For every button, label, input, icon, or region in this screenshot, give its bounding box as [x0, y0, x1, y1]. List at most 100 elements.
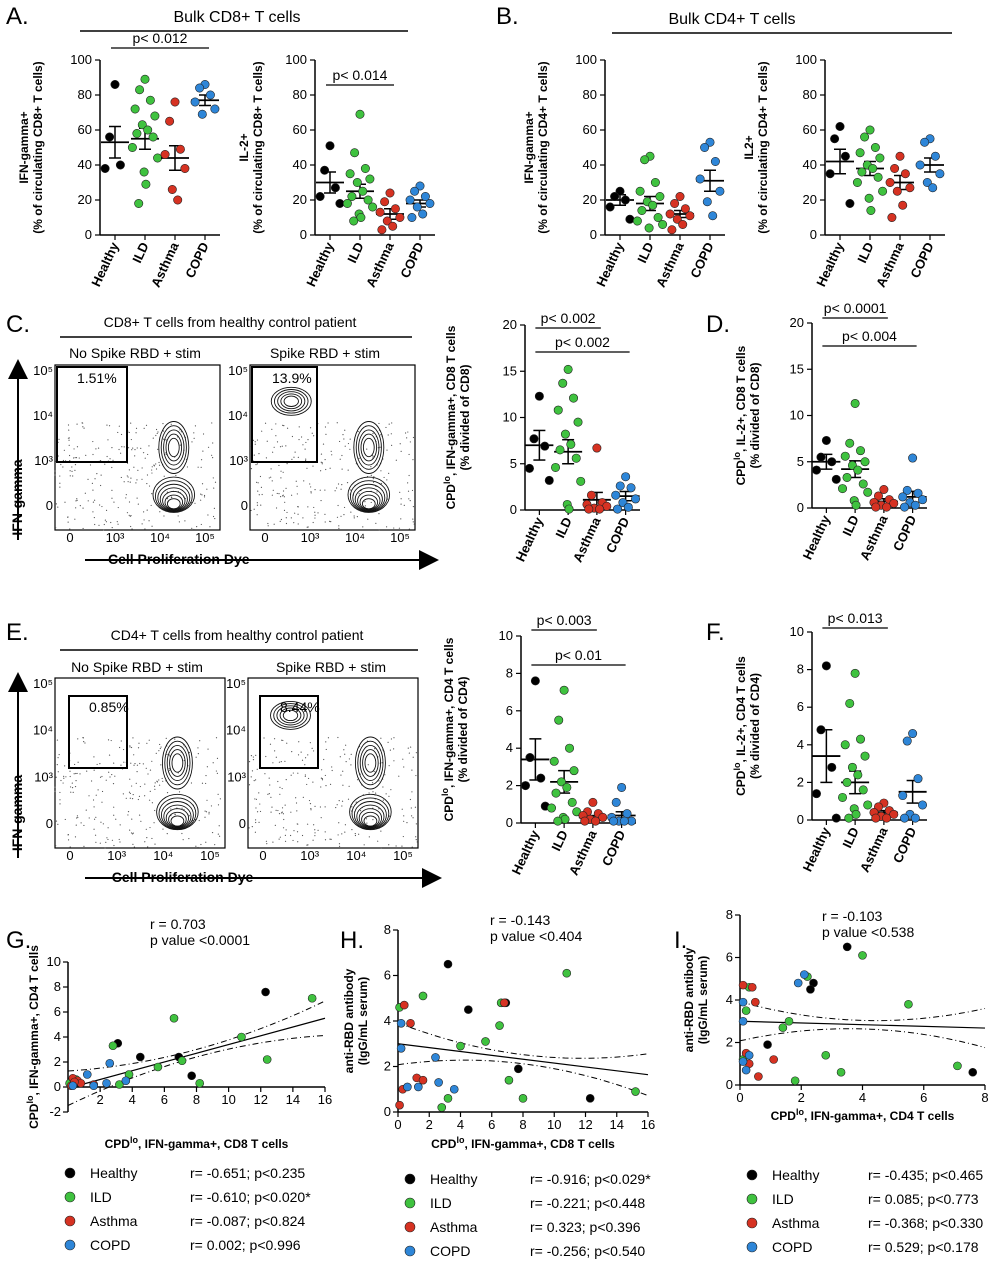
- data-point-asthma: [898, 200, 908, 210]
- data-point-ild: [658, 220, 668, 230]
- flow-event: [118, 448, 120, 451]
- flow-event: [340, 515, 342, 517]
- flow-event: [112, 459, 114, 461]
- y-axis-label-line: IL2+: [742, 135, 756, 159]
- flow-event: [71, 782, 73, 784]
- data-point-copd: [621, 472, 631, 482]
- flow-event: [67, 516, 69, 518]
- flow-event: [281, 812, 283, 814]
- data-point-healthy: [811, 789, 821, 799]
- flow-event: [254, 831, 256, 833]
- flow-event: [412, 459, 414, 461]
- flow-event: [153, 464, 155, 466]
- category-label: COPD: [182, 240, 211, 280]
- data-point-ild: [145, 95, 155, 105]
- data-point-asthma: [887, 213, 897, 223]
- flow-event: [64, 501, 66, 503]
- data-point-ild: [842, 777, 852, 787]
- y-axis-label-line: (% of circulating CD4+ T cells): [536, 61, 550, 233]
- flow-event: [64, 818, 66, 821]
- legend-statistic: r= 0.323; p<0.396: [530, 1219, 641, 1235]
- data-point-ild: [307, 993, 317, 1003]
- data-point-asthma: [395, 213, 405, 223]
- data-point-copd: [913, 488, 923, 498]
- contour-ring: [356, 804, 385, 829]
- flow-event: [256, 502, 258, 504]
- flow-event: [217, 833, 219, 835]
- flow-event: [74, 457, 76, 459]
- flow-y-tick: 10³: [227, 769, 246, 784]
- flow-event: [285, 779, 287, 781]
- flow-event: [380, 737, 382, 739]
- flow-event: [258, 821, 260, 824]
- flow-event: [269, 784, 271, 786]
- flow-event: [137, 469, 139, 471]
- data-point-ild: [553, 405, 563, 415]
- pvalue-label: p< 0.004: [842, 328, 897, 344]
- flow-event: [129, 481, 131, 483]
- flow-event: [285, 445, 287, 447]
- data-point-ild: [437, 1103, 447, 1112]
- flow-event: [321, 463, 323, 465]
- data-point-copd: [902, 736, 912, 746]
- flow-event: [132, 793, 134, 796]
- label-part: , IFN-gamma+, CD8 T cells: [138, 1137, 289, 1151]
- r-value: r = -0.103: [822, 908, 883, 924]
- data-point-copd: [609, 816, 619, 826]
- data-point-healthy: [187, 1071, 196, 1081]
- data-point-healthy: [105, 132, 115, 142]
- flow-event: [76, 498, 78, 500]
- flow-event: [77, 761, 79, 763]
- flow-event: [93, 806, 95, 808]
- y-axis-label-line: IFN-gamma+: [522, 111, 536, 183]
- data-point-healthy: [827, 762, 837, 772]
- flow-y-tick: 10⁴: [228, 408, 248, 423]
- contour-ring: [274, 389, 309, 414]
- data-point-copd: [68, 1081, 78, 1091]
- flow-event: [324, 521, 326, 523]
- flow-event: [207, 514, 209, 516]
- flow-event: [336, 804, 338, 806]
- contour-ring: [166, 498, 181, 510]
- flow-event: [272, 762, 274, 764]
- flow-event: [152, 437, 154, 439]
- flow-event: [120, 452, 122, 454]
- flow-event: [200, 499, 202, 501]
- flow-event: [415, 774, 417, 777]
- legend-marker-copd: [746, 1241, 758, 1253]
- flow-event: [74, 836, 77, 838]
- flow-event: [290, 811, 292, 813]
- flow-event: [345, 744, 347, 746]
- flow-event: [403, 815, 405, 817]
- flow-event: [314, 835, 316, 837]
- data-point-ild: [821, 1050, 831, 1060]
- flow-event: [320, 453, 323, 455]
- flow-event: [138, 795, 141, 797]
- regression-line: [739, 1020, 986, 1029]
- flow-event: [107, 838, 109, 841]
- flow-event: [257, 490, 259, 492]
- flow-event: [407, 431, 409, 433]
- flow-event: [198, 819, 200, 822]
- flow-event: [277, 780, 279, 783]
- y-axis-label-line: (% divided of CD4): [748, 673, 762, 779]
- data-point-healthy: [534, 391, 544, 401]
- data-point-ild: [355, 109, 365, 119]
- flow-event: [207, 748, 209, 750]
- flow-event: [154, 782, 156, 784]
- flow-event: [362, 526, 364, 528]
- category-label: Healthy: [800, 824, 834, 874]
- flow-event: [278, 813, 281, 815]
- flow-event: [170, 808, 172, 810]
- flow-event: [373, 770, 375, 773]
- flow-event: [283, 818, 285, 821]
- flow-event: [324, 513, 326, 515]
- flow-event: [56, 764, 58, 766]
- y-tick-label: 10: [790, 624, 804, 639]
- flow-event: [368, 792, 370, 794]
- flow-event: [163, 515, 165, 517]
- flow-event: [380, 482, 382, 485]
- flow-event: [154, 809, 156, 812]
- flow-event: [367, 518, 369, 520]
- flow-event: [314, 511, 316, 513]
